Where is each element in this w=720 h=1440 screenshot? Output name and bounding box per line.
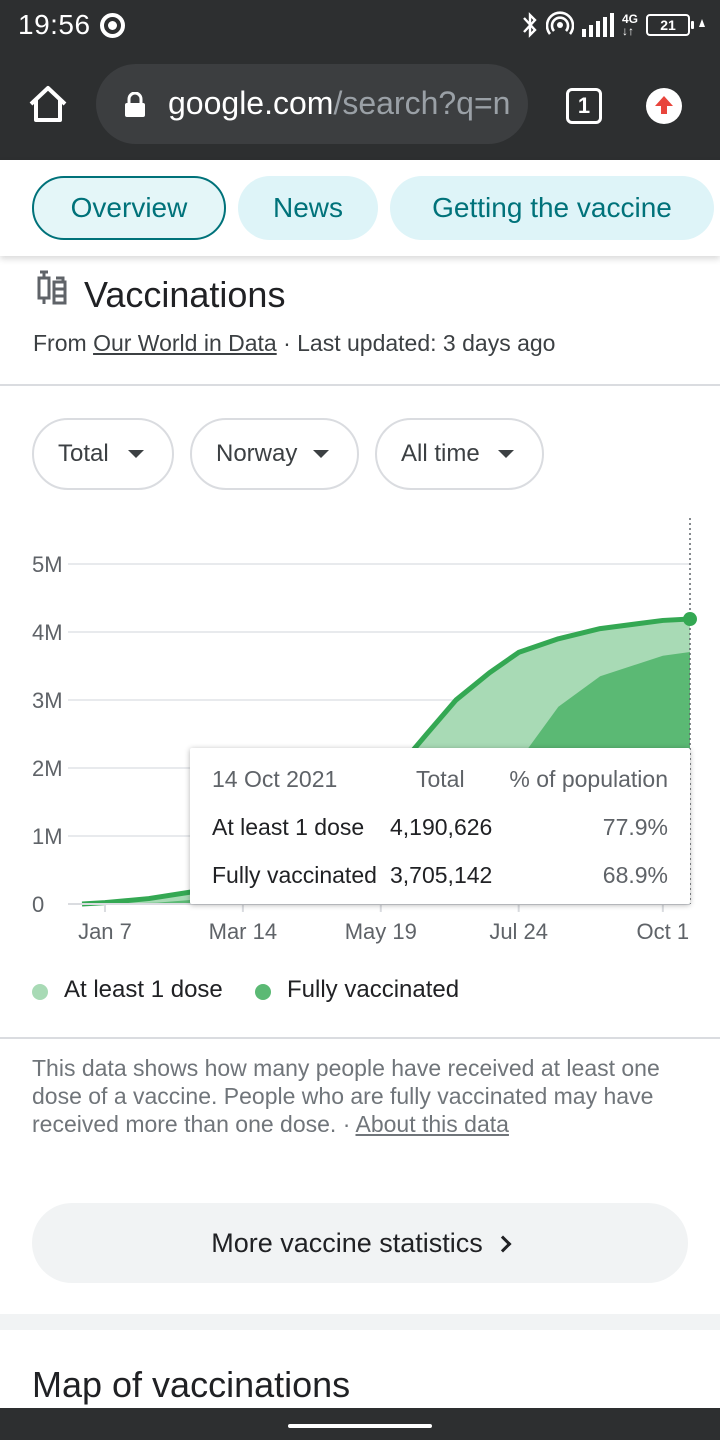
update-button[interactable] — [646, 88, 682, 124]
section-title: Vaccinations — [84, 274, 286, 315]
legend-label: Fully vaccinated — [287, 976, 460, 1003]
chrome-notification-icon — [100, 13, 125, 38]
x-tick-label: Jul 24 — [489, 919, 548, 944]
lock-icon — [125, 92, 145, 117]
divider — [0, 1037, 720, 1039]
x-tick-label: May 19 — [345, 919, 417, 944]
tooltip-row-total: 3,705,142 — [390, 862, 493, 888]
hotspot-icon — [545, 11, 574, 35]
filter-total-dropdown[interactable]: Total — [32, 418, 174, 490]
chip-overview[interactable]: Overview — [32, 176, 226, 240]
y-tick-label: 2M — [32, 756, 63, 781]
source-link[interactable]: Our World in Data — [93, 330, 277, 356]
source-line: From Our World in Data · Last updated: 3… — [33, 330, 555, 357]
dropdown-arrow-icon — [128, 450, 144, 458]
data-note: This data shows how many people have rec… — [32, 1054, 692, 1138]
y-tick-label: 3M — [32, 688, 63, 713]
y-tick-label: 4M — [32, 620, 63, 645]
status-time: 19:56 — [18, 9, 91, 40]
last-updated: · Last updated: 3 days ago — [276, 330, 556, 356]
tooltip-total-header: Total — [416, 766, 465, 792]
source-prefix: From — [33, 330, 94, 356]
filter-country-dropdown[interactable]: Norway — [190, 418, 359, 490]
filter-label: Norway — [216, 440, 298, 467]
x-tick-label: Oct 1 — [637, 919, 690, 944]
status-bar: 19:56 4G ↓↑ 21 — [0, 0, 720, 52]
filter-time-dropdown[interactable]: All time — [375, 418, 544, 490]
section-separator — [0, 1314, 720, 1330]
home-gesture-handle[interactable] — [288, 1424, 432, 1428]
signal-icon — [581, 13, 614, 37]
system-nav-bar — [0, 1408, 720, 1440]
address-bar[interactable]: google.com/search?q=n — [96, 64, 528, 144]
about-this-data-link[interactable]: About this data — [355, 1111, 509, 1137]
map-section-title: Map of vaccinations — [32, 1364, 351, 1405]
legend-swatch — [255, 984, 271, 1000]
note-text: This data shows how many people have rec… — [32, 1055, 660, 1137]
y-tick-label: 1M — [32, 824, 63, 849]
tooltip-date: 14 Oct 2021 — [212, 766, 338, 792]
update-arrow-icon — [655, 96, 673, 114]
bluetooth-icon — [523, 12, 537, 38]
url-path: /search?q=n — [333, 85, 511, 121]
chevron-right-icon — [494, 1235, 512, 1253]
divider — [0, 384, 720, 386]
topic-chips: Overview News Getting the vaccine — [0, 160, 720, 256]
url-text: google.com/search?q=n — [168, 85, 510, 122]
dropdown-arrow-icon — [313, 450, 329, 458]
tooltip-row-pct: 68.9% — [602, 862, 668, 888]
tab-switcher-button[interactable]: 1 — [566, 88, 602, 124]
tooltip-pct-header: % of population — [509, 766, 668, 792]
legend-swatch — [32, 984, 48, 1000]
vaccine-icon — [37, 270, 67, 305]
more-vaccine-statistics-button[interactable]: More vaccine statistics — [32, 1203, 688, 1283]
filter-label: All time — [401, 440, 480, 467]
tooltip-row-label: Fully vaccinated — [212, 862, 377, 888]
home-icon[interactable] — [26, 82, 70, 126]
more-button-label: More vaccine statistics — [211, 1228, 483, 1258]
x-tick-label: Mar 14 — [209, 919, 277, 944]
hover-point — [683, 612, 697, 627]
browser-toolbar: google.com/search?q=n 1 — [0, 52, 720, 160]
y-tick-label: 0 — [32, 892, 44, 917]
charging-icon — [699, 19, 705, 31]
tooltip-row-total: 4,190,626 — [390, 814, 493, 840]
chip-news[interactable]: News — [238, 176, 378, 240]
legend-label: At least 1 dose — [64, 976, 223, 1003]
url-host: google.com — [168, 85, 334, 121]
tooltip-row-pct: 77.9% — [602, 814, 668, 840]
tooltip-row-label: At least 1 dose — [212, 814, 365, 840]
x-tick-label: Jan 7 — [78, 919, 132, 944]
chart-tooltip: 14 Oct 2021 Total % of population At lea… — [190, 748, 690, 904]
battery-icon: 21 — [646, 14, 694, 36]
dropdown-arrow-icon — [498, 450, 514, 458]
filter-label: Total — [58, 440, 109, 467]
y-tick-label: 5M — [32, 552, 63, 577]
status-icons: 4G ↓↑ 21 — [522, 10, 706, 40]
network-4g-icon: 4G ↓↑ — [621, 12, 638, 38]
chip-getting-the-vaccine[interactable]: Getting the vaccine — [390, 176, 714, 240]
note-separator: · — [336, 1111, 356, 1137]
